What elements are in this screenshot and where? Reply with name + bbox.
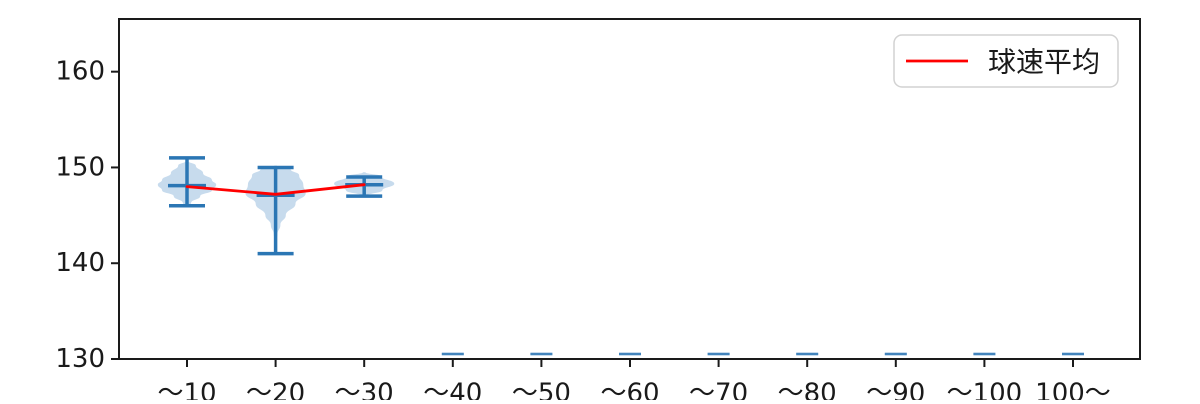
x-tick-label: ～70	[689, 378, 748, 400]
legend-box	[893, 34, 1119, 88]
y-tick-label: 130	[55, 344, 105, 374]
mean-line-layer	[185, 183, 366, 196]
legend-label: 球速平均	[988, 46, 1100, 79]
mean-line	[185, 183, 366, 196]
x-tick-label: ～40	[423, 378, 482, 400]
y-tick-label: 160	[55, 57, 105, 87]
legend: 球速平均	[893, 34, 1119, 88]
y-tick-label: 140	[55, 248, 105, 278]
x-tick-label: ～100	[947, 378, 1023, 400]
x-tick-label: ～90	[866, 378, 925, 400]
x-tick-label: ～80	[778, 378, 837, 400]
x-tick-label: 100～	[1035, 378, 1111, 400]
x-tick-label: ～20	[246, 378, 305, 400]
violins-layer	[157, 156, 1084, 356]
x-tick-label: ～50	[512, 378, 571, 400]
x-tick-label: ～60	[600, 378, 659, 400]
x-tick-label: ～30	[335, 378, 394, 400]
axes-layer: 130 140 150 160 ～10 ～20 ～30 ～40 ～50 ～60 ～70 ～80 ～90 ～…	[55, 57, 1111, 404]
y-tick-label: 150	[55, 152, 105, 182]
plot-frame	[118, 18, 1141, 360]
x-tick-label: ～10	[157, 378, 216, 400]
